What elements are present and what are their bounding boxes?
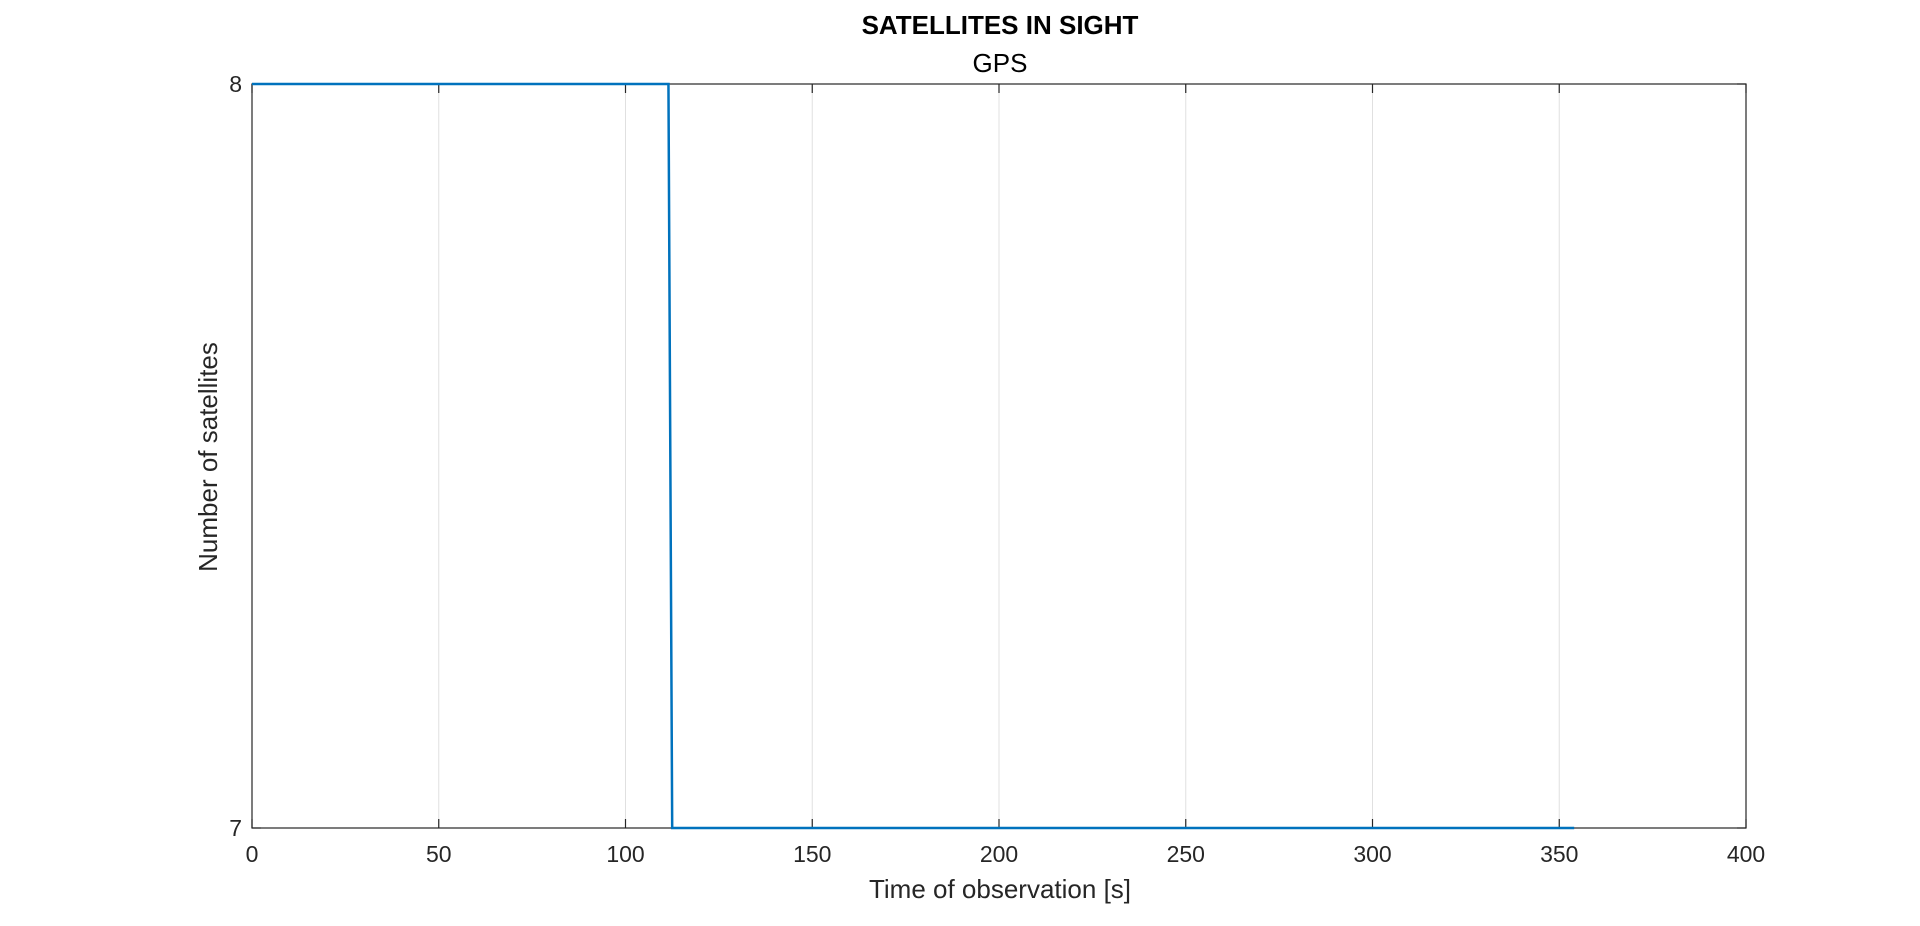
chart-subtitle: GPS bbox=[973, 48, 1028, 78]
x-tick-labels: 0 50 100 150 200 250 300 350 400 bbox=[246, 841, 1766, 867]
x-tick-label: 400 bbox=[1727, 841, 1765, 867]
x-tick-label: 300 bbox=[1353, 841, 1391, 867]
y-tick-label: 7 bbox=[229, 815, 242, 841]
x-tick-label: 150 bbox=[793, 841, 831, 867]
x-axis-label: Time of observation [s] bbox=[869, 874, 1131, 904]
y-axis-label: Number of satellites bbox=[193, 342, 223, 572]
chart-title: SATELLITES IN SIGHT bbox=[862, 10, 1139, 40]
x-tick-label: 250 bbox=[1167, 841, 1205, 867]
x-tick-label: 100 bbox=[606, 841, 644, 867]
series-layer bbox=[252, 82, 1575, 830]
x-tick-label: 50 bbox=[426, 841, 452, 867]
y-tick-labels: 78 bbox=[229, 71, 242, 841]
y-tick-label: 8 bbox=[229, 71, 242, 97]
x-tick-label: 200 bbox=[980, 841, 1018, 867]
x-tick-label: 0 bbox=[246, 841, 259, 867]
series-line bbox=[252, 82, 1575, 830]
grid-lines bbox=[438, 84, 1560, 828]
x-tick-label: 350 bbox=[1540, 841, 1578, 867]
